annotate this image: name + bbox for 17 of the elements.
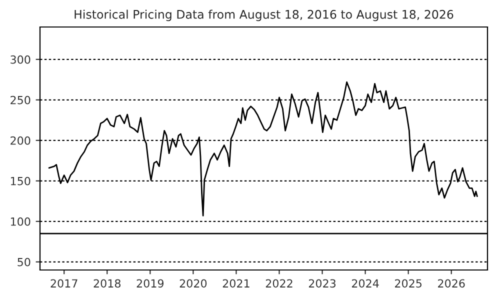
x-tick-label: 2020: [180, 279, 207, 288]
x-tick-label: 2024: [352, 279, 379, 288]
x-tick-label: 2021: [222, 279, 250, 288]
x-tick-label: 2023: [308, 279, 336, 288]
y-tick-label: 100: [10, 217, 30, 226]
x-tick-label: 2026: [438, 279, 465, 288]
y-tick-label: 250: [10, 96, 30, 104]
y-tick-label: 300: [10, 55, 30, 64]
x-tick-label: 2025: [395, 279, 422, 288]
x-tick-label: 2017: [50, 279, 78, 288]
chart-title: Historical Pricing Data from August 18, 2016 to August 18, 2026: [74, 10, 454, 22]
y-tick-label: 50: [18, 258, 30, 266]
y-tick-label: 150: [10, 176, 30, 186]
x-tick-label: 2019: [136, 279, 164, 288]
x-tick-label: 2022: [266, 279, 292, 288]
y-tick-label: 200: [10, 136, 30, 145]
x-tick-label: 2018: [94, 279, 121, 288]
